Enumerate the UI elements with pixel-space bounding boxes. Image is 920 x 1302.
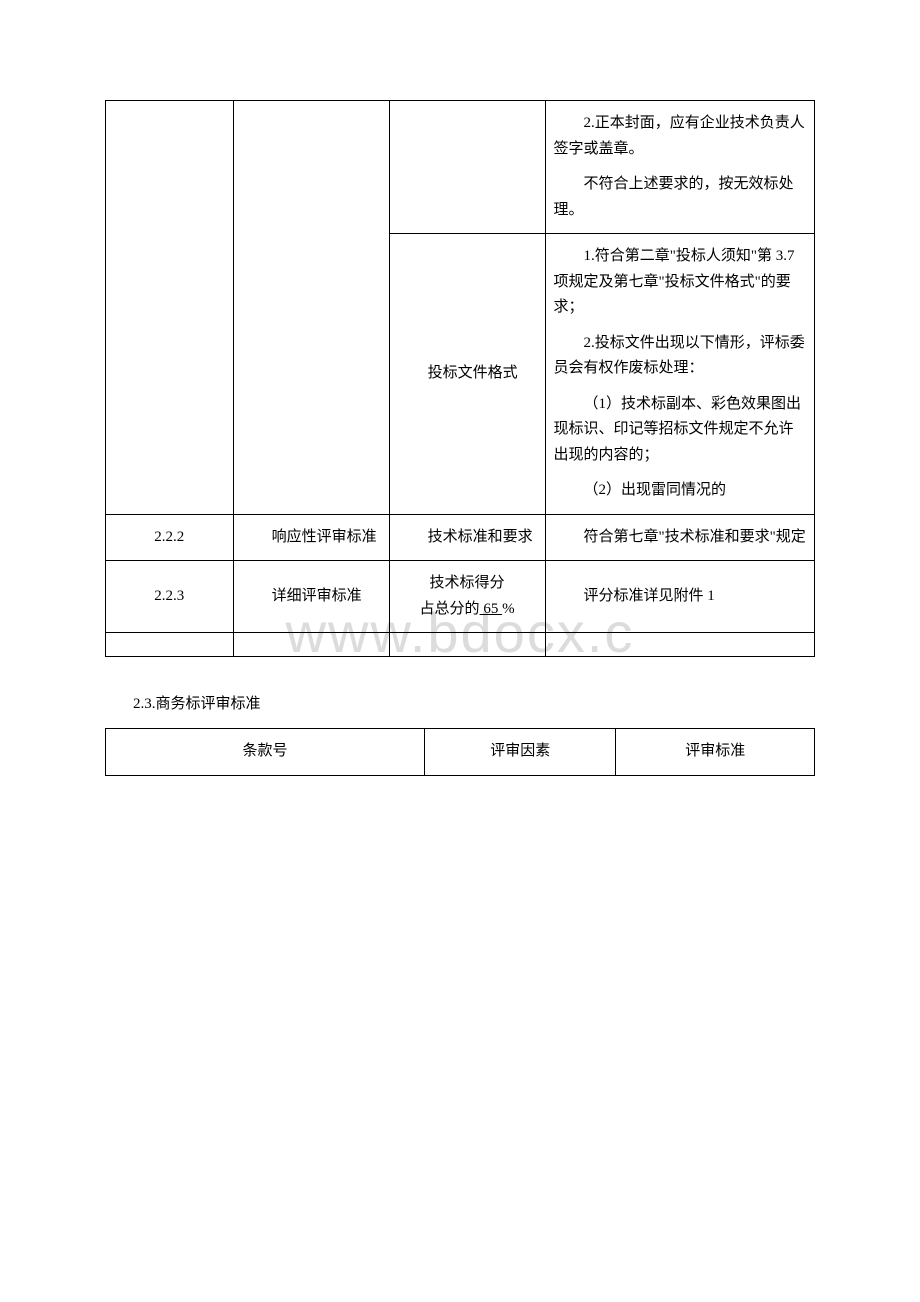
header-factor: 评审因素 [425,729,616,776]
cell-criteria-type: 响应性评审标准 [233,514,389,561]
cell-text: 投标文件格式 [398,361,537,387]
underlined-value: 65 [480,601,503,617]
cell-clause-num [106,101,234,515]
table-row [106,633,815,657]
cell-standard: 1.符合第二章"投标人须知"第 3.7 项规定及第七章"投标文件格式"的要求； … [545,234,814,515]
cell-factor [389,101,545,234]
empty-cell [106,633,234,657]
cell-text: 占总分的 [420,601,480,617]
cell-standard: 2.正本封面，应有企业技术负责人签字或盖章。 不符合上述要求的，按无效标处理。 [545,101,814,234]
cell-factor: 技术标得分 占总分的 65 % [389,561,545,633]
cell-clause-num: 2.2.3 [106,561,234,633]
paragraph: （1）技术标副本、彩色效果图出现标识、印记等招标文件规定不允许出现的内容的； [554,392,806,469]
cell-text: 技术标准和要求 [398,525,537,551]
table-row: 2.2.3 详细评审标准 技术标得分 占总分的 65 % 评分标准详见附件 1 [106,561,815,633]
cell-text: 响应性评审标准 [242,525,381,551]
empty-cell [389,633,545,657]
cell-standard: 评分标准详见附件 1 [545,561,814,633]
cell-text: 技术标得分 [430,575,505,591]
paragraph: 不符合上述要求的，按无效标处理。 [554,172,806,223]
empty-cell [545,633,814,657]
business-evaluation-table: 条款号 评审因素 评审标准 [105,728,815,776]
cell-clause-num: 2.2.2 [106,514,234,561]
cell-factor: 投标文件格式 [389,234,545,515]
paragraph: 1.符合第二章"投标人须知"第 3.7 项规定及第七章"投标文件格式"的要求； [554,244,806,321]
evaluation-table-1: 2.正本封面，应有企业技术负责人签字或盖章。 不符合上述要求的，按无效标处理。 … [105,100,815,657]
table-row: 2.2.2 响应性评审标准 技术标准和要求 符合第七章"技术标准和要求"规定 [106,514,815,561]
cell-factor: 技术标准和要求 [389,514,545,561]
cell-text: % [502,601,515,617]
header-standard: 评审标准 [616,729,815,776]
cell-text: 评分标准详见附件 1 [554,584,806,610]
section-heading: 2.3.商务标评审标准 [133,692,815,713]
empty-cell [233,633,389,657]
cell-standard: 符合第七章"技术标准和要求"规定 [545,514,814,561]
table-header-row: 条款号 评审因素 评审标准 [106,729,815,776]
cell-criteria-type [233,101,389,515]
cell-criteria-type: 详细评审标准 [233,561,389,633]
paragraph: （2）出现雷同情况的 [554,478,806,504]
table-row: 2.正本封面，应有企业技术负责人签字或盖章。 不符合上述要求的，按无效标处理。 [106,101,815,234]
paragraph: 2.正本封面，应有企业技术负责人签字或盖章。 [554,111,806,162]
paragraph: 2.投标文件出现以下情形，评标委员会有权作废标处理： [554,331,806,382]
header-clause-num: 条款号 [106,729,425,776]
cell-text: 详细评审标准 [242,584,381,610]
cell-text: 符合第七章"技术标准和要求"规定 [554,525,806,551]
